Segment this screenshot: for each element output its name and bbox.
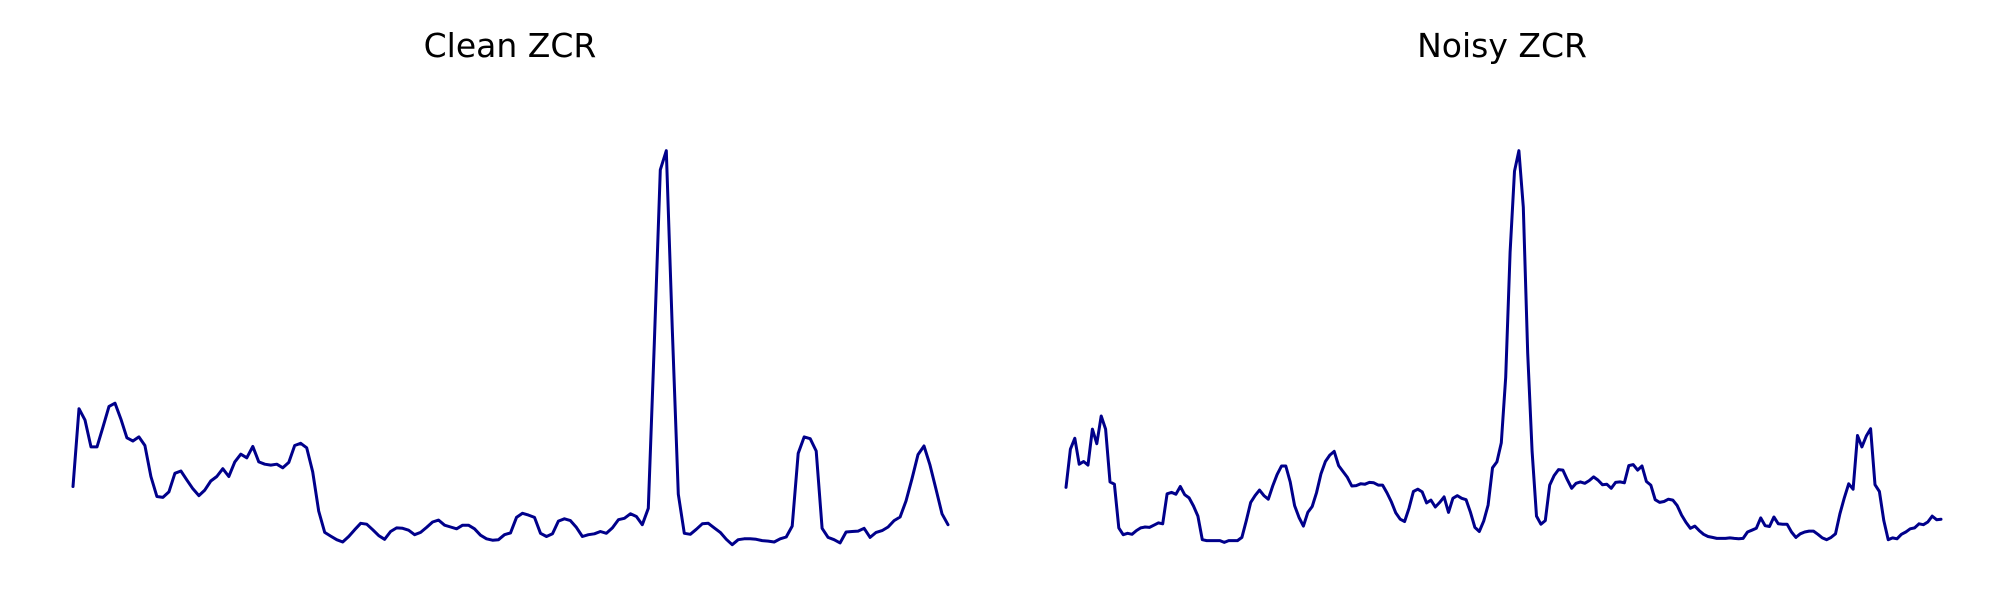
noisy-zcr-title: Noisy ZCR [1417, 26, 1587, 65]
noisy-zcr-line [1064, 149, 1943, 544]
noisy-zcr-panel: Noisy ZCR [1064, 26, 1943, 544]
clean-zcr-panel: Clean ZCR [71, 26, 950, 547]
clean-zcr-line [71, 149, 950, 547]
clean-zcr-title: Clean ZCR [424, 26, 597, 65]
